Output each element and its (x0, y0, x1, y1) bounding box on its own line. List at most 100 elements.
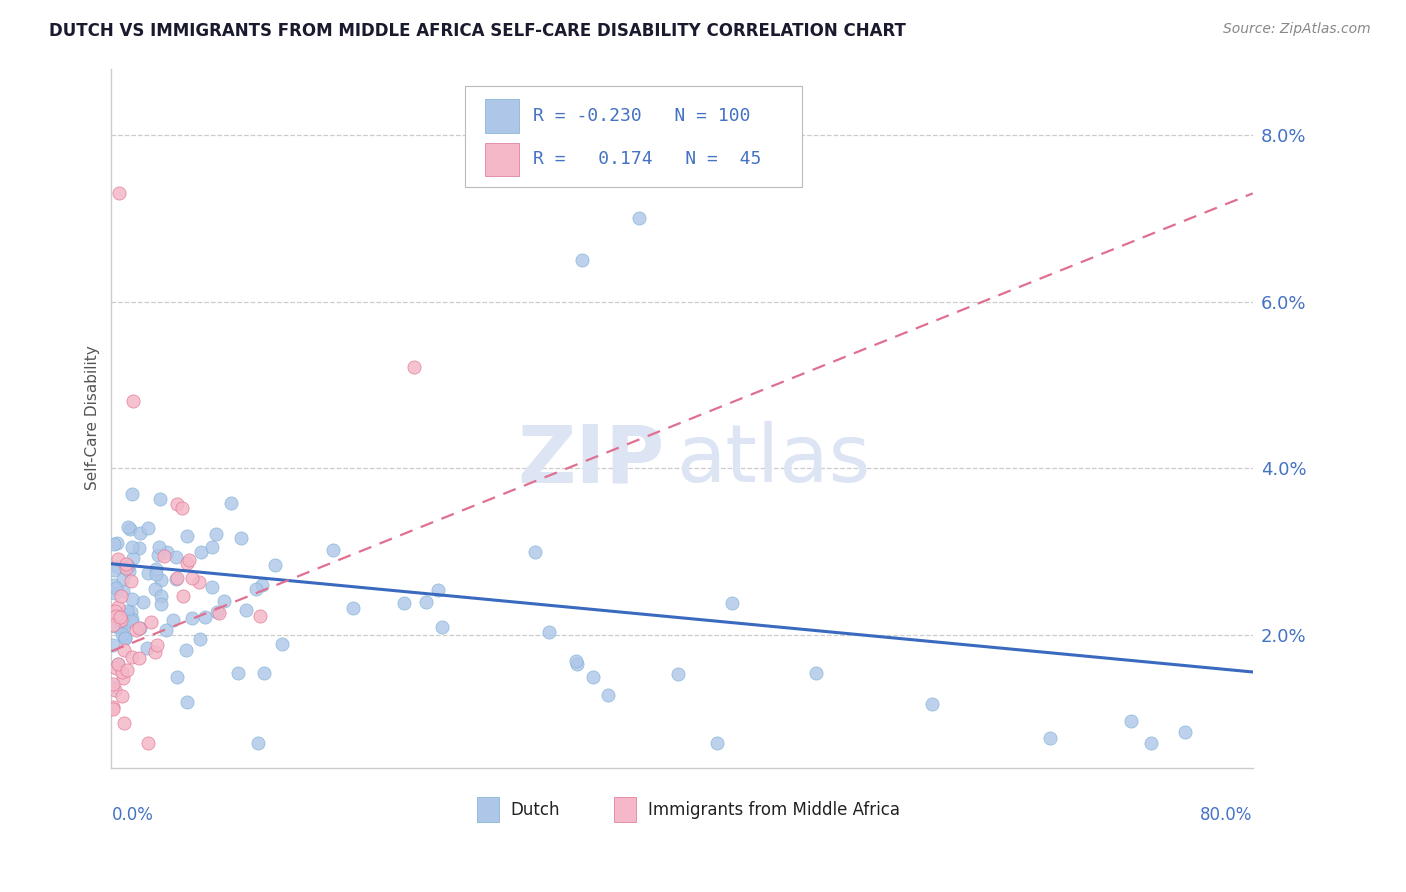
Point (149, 597, 172, 611)
Point (165, 572, 187, 586)
Point (176, 695, 198, 709)
FancyBboxPatch shape (613, 797, 637, 822)
Point (231, 531, 253, 545)
Point (111, 665, 134, 679)
Point (247, 736, 270, 750)
Point (666, 667, 689, 681)
Point (165, 550, 187, 565)
Point (1121, 714, 1143, 728)
Point (342, 600, 364, 615)
Point (121, 487, 143, 501)
Point (188, 632, 211, 646)
Point (187, 574, 209, 589)
Point (252, 578, 274, 592)
Point (148, 540, 170, 554)
Point (207, 606, 229, 620)
Point (128, 622, 150, 636)
Point (156, 545, 179, 559)
Point (111, 690, 134, 704)
Text: Source: ZipAtlas.com: Source: ZipAtlas.com (1223, 22, 1371, 37)
Point (104, 586, 127, 600)
Point (1174, 725, 1197, 739)
Point (706, 736, 728, 750)
Point (537, 624, 560, 639)
Point (170, 500, 193, 515)
Point (121, 394, 143, 409)
Point (176, 557, 198, 571)
Point (136, 736, 159, 750)
Point (107, 657, 129, 671)
Text: ZIP: ZIP (517, 421, 665, 499)
Point (112, 619, 135, 633)
Point (107, 186, 129, 201)
Point (103, 578, 125, 592)
Point (111, 572, 134, 586)
Point (112, 631, 135, 645)
Point (125, 623, 148, 637)
Point (921, 697, 943, 711)
Point (103, 618, 125, 632)
Point (166, 571, 188, 585)
Point (103, 564, 125, 578)
Text: R =   0.174   N =  45: R = 0.174 N = 45 (533, 151, 761, 169)
Point (128, 526, 150, 541)
Point (110, 590, 132, 604)
Point (721, 596, 744, 610)
Point (104, 618, 127, 632)
Point (145, 562, 167, 576)
Point (143, 645, 166, 659)
Point (103, 680, 125, 694)
Point (136, 521, 159, 535)
Point (120, 605, 142, 619)
Point (105, 582, 128, 596)
Point (108, 610, 131, 624)
Point (271, 637, 294, 651)
Y-axis label: Self-Care Disability: Self-Care Disability (86, 346, 100, 491)
Point (152, 549, 174, 563)
Point (392, 596, 415, 610)
Point (110, 613, 132, 627)
Point (1039, 731, 1062, 745)
Point (249, 609, 271, 624)
FancyBboxPatch shape (485, 99, 519, 133)
Point (114, 561, 136, 575)
Point (149, 491, 172, 506)
Point (111, 627, 134, 641)
Point (104, 661, 127, 675)
Point (101, 638, 124, 652)
Point (103, 537, 125, 551)
Point (208, 606, 231, 620)
Point (141, 615, 163, 629)
Point (117, 663, 139, 677)
Point (177, 552, 200, 566)
Point (628, 211, 651, 226)
Point (117, 559, 139, 574)
Text: Dutch: Dutch (510, 801, 561, 819)
Point (150, 573, 173, 587)
Point (101, 677, 124, 691)
Point (114, 607, 136, 621)
Point (172, 589, 194, 603)
Point (565, 657, 588, 672)
Point (107, 599, 129, 614)
Point (128, 651, 150, 665)
Point (112, 715, 135, 730)
Point (146, 548, 169, 562)
Point (132, 594, 155, 608)
Point (190, 545, 212, 559)
Point (155, 623, 177, 637)
Point (104, 604, 127, 618)
Point (166, 497, 188, 511)
Point (201, 580, 224, 594)
Point (523, 544, 546, 558)
Text: 0.0%: 0.0% (111, 806, 153, 824)
Point (145, 567, 167, 582)
Point (180, 611, 202, 625)
Point (264, 558, 287, 573)
Text: DUTCH VS IMMIGRANTS FROM MIDDLE AFRICA SELF-CARE DISABILITY CORRELATION CHART: DUTCH VS IMMIGRANTS FROM MIDDLE AFRICA S… (49, 22, 905, 40)
Point (101, 700, 124, 714)
Point (121, 650, 143, 665)
Point (166, 669, 188, 683)
Text: R = -0.230   N = 100: R = -0.230 N = 100 (533, 107, 749, 125)
Point (162, 613, 184, 627)
